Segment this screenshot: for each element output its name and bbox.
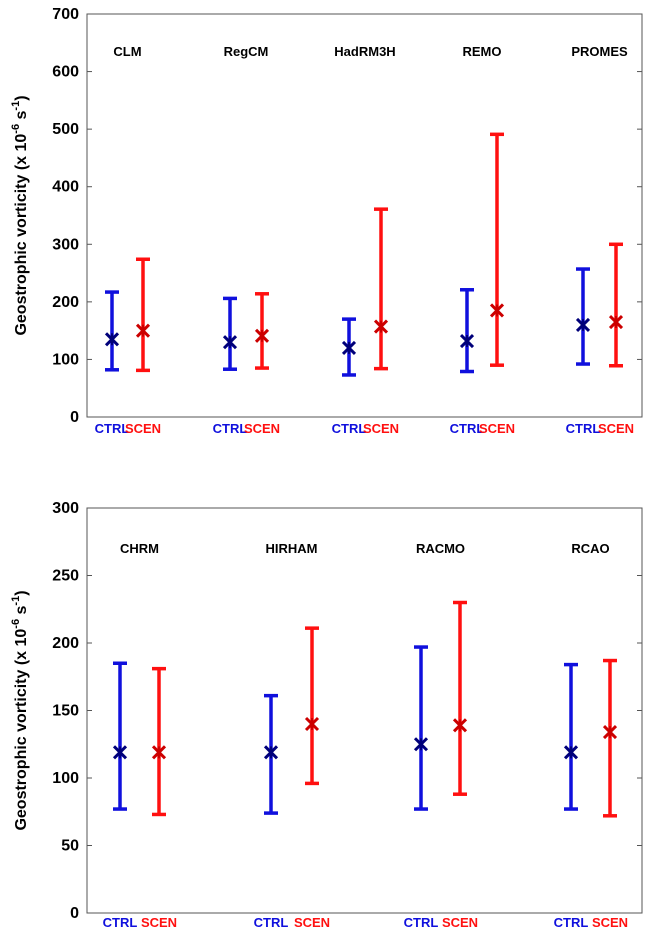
y-axis-label: Geostrophic vorticity (x 10-6 s-1)	[10, 590, 30, 830]
y-tick-label: 300	[52, 236, 79, 253]
model-label: RCAO	[571, 541, 609, 556]
model-group-racmo: RACMO CTRL SCEN	[404, 541, 478, 928]
ctrl-errorbar: CTRL	[450, 288, 485, 436]
ctrl-category-label: CTRL	[254, 915, 289, 928]
y-axis-label: Geostrophic vorticity (x 10-6 s-1)	[10, 95, 30, 335]
y-tick-label: 100	[52, 351, 79, 368]
scen-mean-marker	[135, 323, 151, 338]
model-label: HadRM3H	[334, 44, 395, 59]
model-label: CLM	[113, 44, 141, 59]
scen-category-label: SCEN	[125, 421, 161, 436]
ctrl-errorbar: CTRL	[404, 645, 439, 928]
scen-errorbar: SCEN	[479, 132, 515, 436]
scen-category-label: SCEN	[598, 421, 634, 436]
chart-1: 0 100 200 300 400 500 600 700 Geostrophic vortic…	[10, 6, 643, 436]
model-label: RegCM	[224, 44, 269, 59]
ctrl-mean-marker	[575, 317, 591, 332]
scen-category-label: SCEN	[479, 421, 515, 436]
scen-category-label: SCEN	[141, 915, 177, 928]
chart-2: 0 50 100 150 200 250 300 Geostrophic vorticity …	[10, 500, 643, 928]
y-tick-label: 50	[61, 838, 79, 855]
ctrl-errorbar: CTRL	[213, 296, 248, 436]
scen-mean-marker	[373, 319, 389, 334]
ctrl-errorbar: CTRL	[254, 693, 289, 928]
scen-mean-marker	[489, 303, 505, 318]
ctrl-errorbar: CTRL	[95, 290, 130, 436]
ctrl-category-label: CTRL	[554, 915, 589, 928]
y-tick-label: 200	[52, 294, 79, 311]
y-tick-label: 700	[52, 6, 79, 23]
y-tick-label: 250	[52, 568, 79, 585]
ctrl-errorbar: CTRL	[332, 317, 367, 436]
y-tick-label: 0	[70, 905, 79, 922]
ctrl-category-label: CTRL	[213, 421, 248, 436]
ctrl-mean-marker	[459, 333, 475, 349]
y-tick-label: 100	[52, 770, 79, 787]
scen-category-label: SCEN	[363, 421, 399, 436]
scen-errorbar: SCEN	[442, 600, 478, 928]
ctrl-mean-marker	[563, 745, 579, 760]
ctrl-category-label: CTRL	[103, 915, 138, 928]
ctrl-mean-marker	[104, 332, 120, 347]
ctrl-errorbar: CTRL	[566, 267, 601, 436]
ctrl-mean-marker	[263, 745, 279, 760]
model-group-chrm: CHRM CTRL SCEN	[103, 541, 177, 928]
y-tick-label: 0	[70, 409, 79, 426]
scen-mean-marker	[151, 745, 167, 760]
ctrl-mean-marker	[413, 737, 429, 752]
y-tick-label: 150	[52, 703, 79, 720]
scen-errorbar: SCEN	[598, 242, 634, 436]
scen-errorbar: SCEN	[294, 626, 330, 928]
ctrl-errorbar: CTRL	[554, 662, 589, 928]
plot-frame	[86, 13, 643, 418]
scen-mean-marker	[452, 718, 468, 733]
scen-errorbar: SCEN	[125, 257, 161, 436]
scen-category-label: SCEN	[244, 421, 280, 436]
y-tick-label: 300	[52, 500, 79, 517]
ctrl-category-label: CTRL	[404, 915, 439, 928]
y-tick-label: 500	[52, 121, 79, 138]
ctrl-mean-marker	[222, 335, 238, 350]
model-label: REMO	[463, 44, 502, 59]
ctrl-category-label: CTRL	[95, 421, 130, 436]
model-group-hirham: HIRHAM CTRL SCEN	[254, 541, 330, 928]
model-label: CHRM	[120, 541, 159, 556]
scen-category-label: SCEN	[294, 915, 330, 928]
scen-mean-marker	[304, 716, 320, 732]
scen-errorbar: SCEN	[244, 292, 280, 436]
plot-frame	[86, 507, 643, 914]
scen-errorbar: SCEN	[592, 658, 628, 928]
ctrl-category-label: CTRL	[332, 421, 367, 436]
scen-mean-marker	[602, 725, 618, 740]
ctrl-category-label: CTRL	[450, 421, 485, 436]
model-label: PROMES	[571, 44, 628, 59]
y-tick-label: 600	[52, 64, 79, 81]
scen-errorbar: SCEN	[363, 207, 399, 436]
scen-category-label: SCEN	[592, 915, 628, 928]
y-tick-label: 400	[52, 179, 79, 196]
ctrl-errorbar: CTRL	[103, 661, 138, 928]
ctrl-mean-marker	[112, 745, 128, 760]
y-axis: 0 100 200 300 400 500 600 700	[52, 6, 642, 426]
y-axis: 0 50 100 150 200 250 300	[52, 500, 642, 922]
model-label: HIRHAM	[266, 541, 318, 556]
model-label: RACMO	[416, 541, 465, 556]
scen-mean-marker	[254, 328, 270, 343]
ctrl-mean-marker	[341, 340, 357, 355]
model-group-rcao: RCAO CTRL SCEN	[554, 541, 628, 928]
scen-mean-marker	[608, 314, 624, 330]
y-tick-label: 200	[52, 635, 79, 652]
scen-errorbar: SCEN	[141, 666, 177, 928]
scen-category-label: SCEN	[442, 915, 478, 928]
ctrl-category-label: CTRL	[566, 421, 601, 436]
